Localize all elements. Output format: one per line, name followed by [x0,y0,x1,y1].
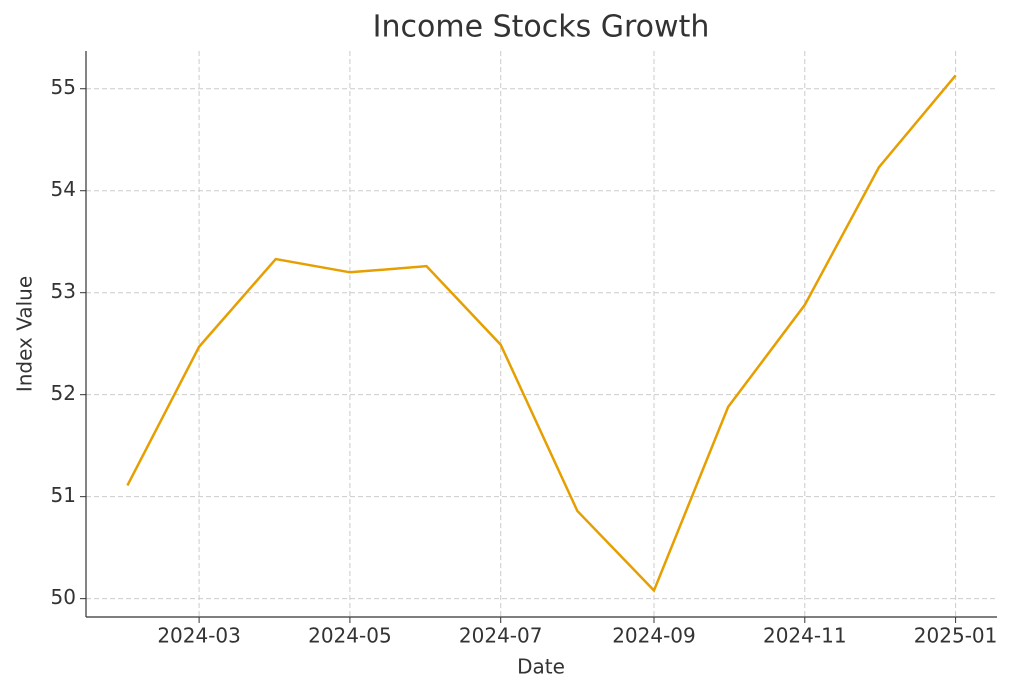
y-tick-label: 54 [51,177,76,201]
chart-title: Income Stocks Growth [373,10,710,45]
y-tick-label: 51 [51,483,76,507]
line [126,74,957,593]
x-tick-label: 2024-09 [612,624,696,648]
y-axis-label: Index Value [13,276,37,392]
x-tick-label: 2024-07 [459,624,543,648]
y-tick-label: 55 [51,75,76,99]
y-tick-label: 53 [51,279,76,303]
x-tick-label: 2024-03 [157,624,241,648]
x-tick-label: 2024-05 [308,624,392,648]
x-tick-label: 2025-01 [914,624,998,648]
x-tick-label: 2024-11 [763,624,847,648]
y-tick-label: 52 [51,381,76,405]
y-tick-label: 50 [51,585,76,609]
x-axis-label: Date [517,655,565,679]
